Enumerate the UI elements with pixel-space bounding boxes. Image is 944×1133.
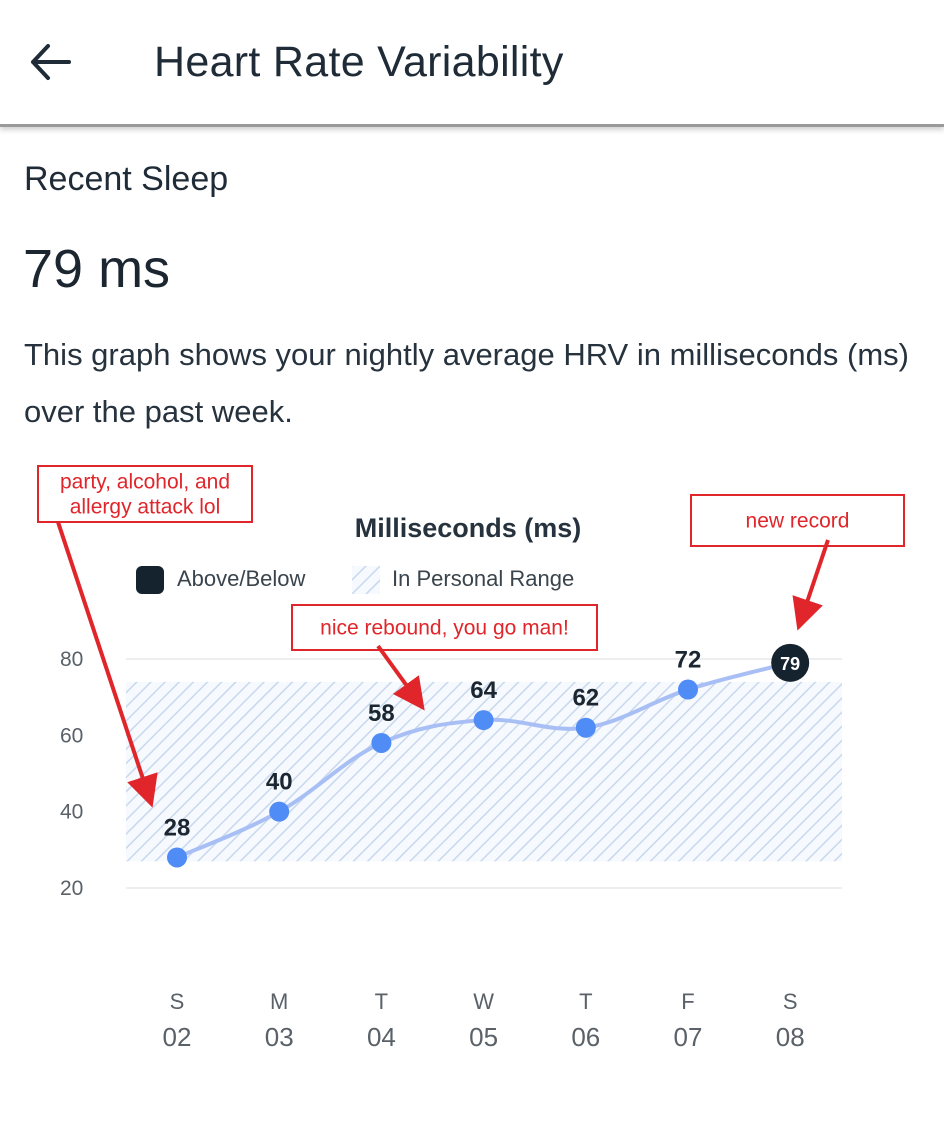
annotation-2: new record: [690, 494, 905, 631]
data-point-2[interactable]: [371, 732, 392, 753]
data-label-5: 72: [675, 647, 702, 674]
y-tick-label-20: 20: [60, 877, 83, 900]
data-point-4[interactable]: [575, 717, 596, 738]
legend-item-above-below: Above/Below: [136, 566, 306, 594]
y-tick-label-80: 80: [60, 648, 83, 671]
arrow-left-icon: [31, 44, 71, 80]
x-tick-date-2: 04: [367, 1022, 396, 1052]
annotation-arrow-1: [376, 644, 425, 711]
x-tick-day-4: T: [579, 989, 592, 1014]
x-tick-day-2: T: [375, 989, 388, 1014]
legend-item-personal-range: In Personal Range: [352, 566, 574, 594]
page-title: Heart Rate Variability: [154, 38, 564, 86]
data-label-0: 28: [164, 814, 191, 841]
legend-label-personal-range: In Personal Range: [392, 566, 574, 591]
annotation-text-2-0: new record: [746, 510, 850, 533]
data-point-1[interactable]: [269, 801, 290, 822]
x-tick-date-6: 08: [776, 1022, 805, 1052]
data-label-1: 40: [266, 769, 293, 796]
data-label-2: 58: [368, 700, 395, 727]
annotation-box-2: [690, 494, 905, 547]
data-point-0[interactable]: [167, 847, 187, 868]
x-tick-date-0: 02: [163, 1022, 192, 1052]
x-tick-date-1: 03: [265, 1022, 294, 1052]
legend-swatch-solid: [136, 566, 164, 594]
x-tick-date-3: 05: [469, 1022, 498, 1052]
annotation-arrow-0: [56, 521, 158, 808]
data-point-5[interactable]: [678, 679, 698, 700]
x-tick-day-6: S: [783, 989, 798, 1014]
annotation-box-1: [291, 604, 598, 651]
data-point-3[interactable]: [473, 710, 494, 731]
x-tick-date-5: 07: [674, 1022, 703, 1052]
annotation-text-1-0: nice rebound, you go man!: [320, 617, 569, 640]
x-tick-day-3: W: [473, 989, 494, 1014]
data-label-3: 64: [470, 677, 497, 704]
x-tick-date-4: 06: [571, 1022, 600, 1052]
data-label-6: 79: [780, 654, 800, 674]
x-tick-day-5: F: [681, 989, 694, 1014]
section-label: Recent Sleep: [24, 160, 229, 198]
x-tick-day-1: M: [270, 989, 288, 1014]
y-tick-label-40: 40: [60, 801, 83, 824]
data-point-6[interactable]: [771, 643, 810, 682]
annotation-box-0: [37, 465, 253, 523]
hrv-value: 79 ms: [23, 239, 171, 299]
back-button[interactable]: [22, 34, 78, 90]
chart-title: Milliseconds (ms): [355, 513, 582, 543]
data-label-4: 62: [572, 685, 599, 712]
legend-swatch-hatched: [352, 566, 380, 594]
legend-label-above-below: Above/Below: [177, 566, 306, 591]
chart-description: This graph shows your nightly average HR…: [24, 337, 909, 429]
app-header: Heart Rate Variability: [0, 0, 944, 127]
annotation-text-0-0: party, alcohol, and: [60, 471, 230, 494]
annotation-text-0-1: allergy attack lol: [70, 496, 221, 519]
annotation-arrow-2: [792, 539, 830, 631]
annotation-1: nice rebound, you go man!: [291, 604, 598, 711]
hrv-line-chart: Milliseconds (ms) 28 40 58 64 62 72 79 20 40 60 80…: [37, 465, 905, 1052]
y-tick-label-60: 60: [60, 724, 83, 747]
x-tick-day-0: S: [170, 989, 185, 1014]
